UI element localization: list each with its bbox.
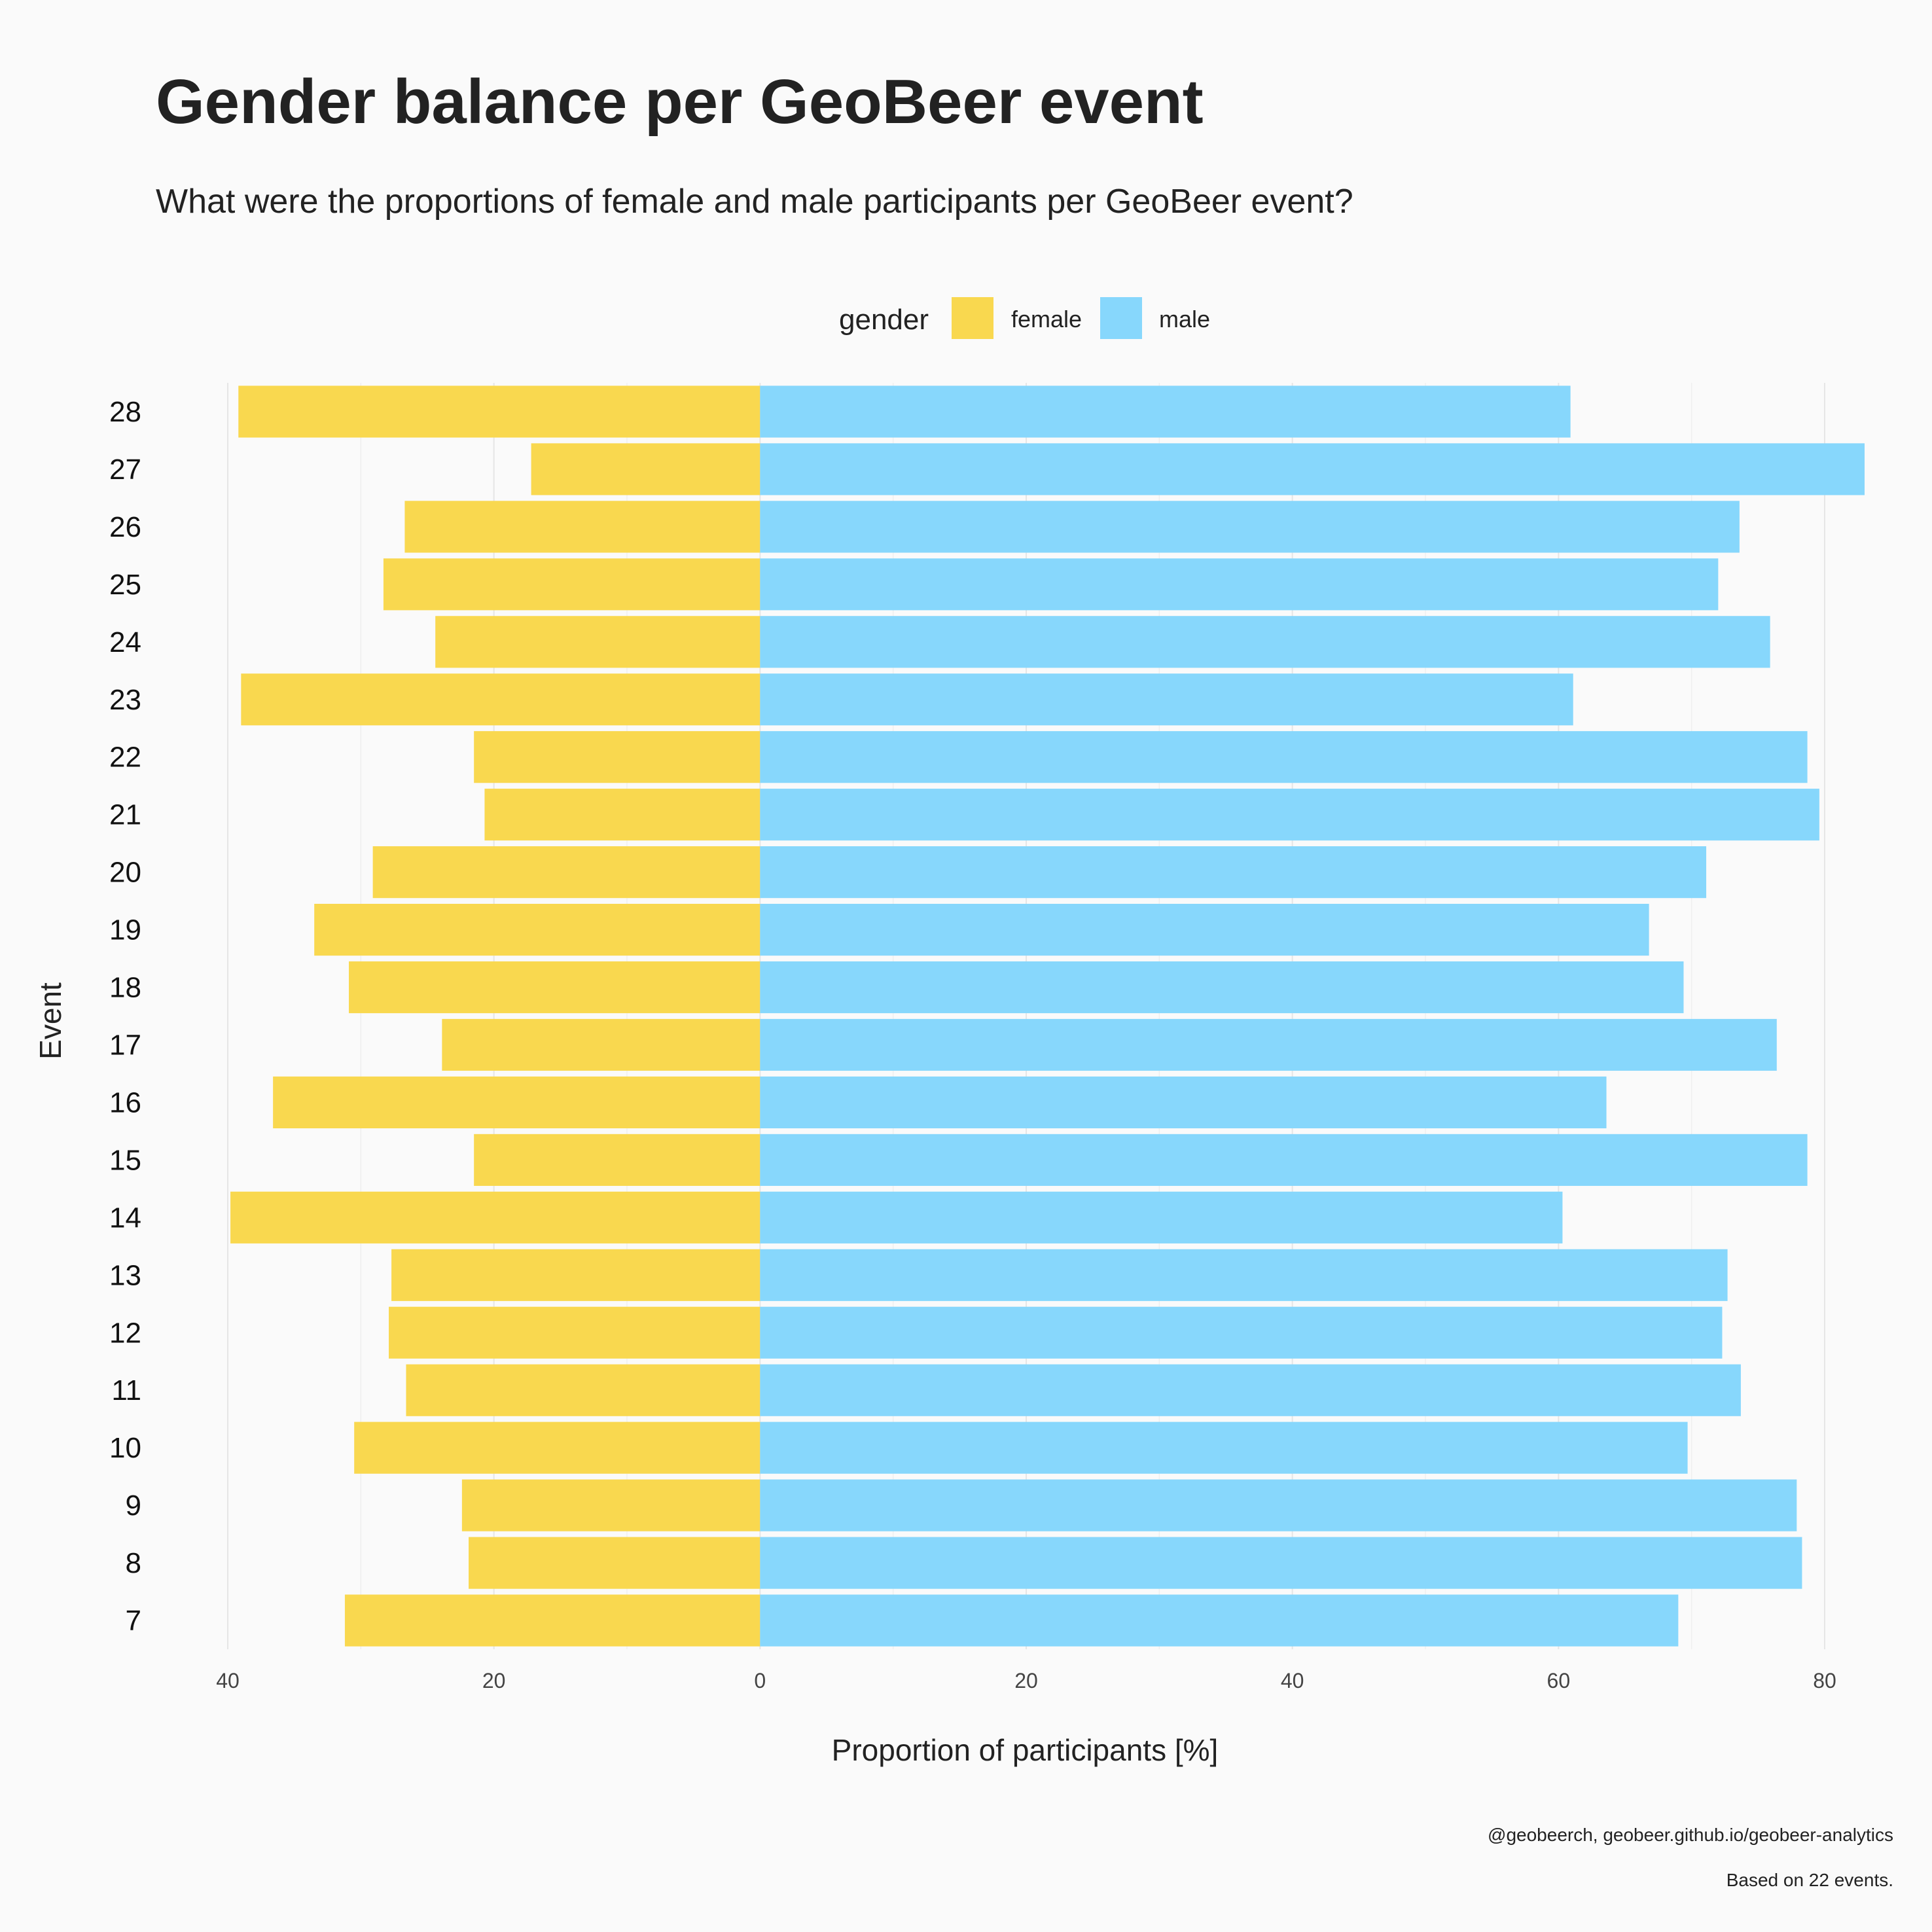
x-tick-label: 40	[216, 1669, 240, 1692]
x-tick-label: 0	[754, 1669, 766, 1692]
bar-female-event-14	[230, 1191, 760, 1243]
bar-male-event-27	[760, 443, 1865, 495]
bar-male-event-25	[760, 558, 1719, 611]
legend: gender female male	[839, 297, 1210, 339]
y-tick-label: 20	[109, 857, 141, 889]
bar-male-event-9	[760, 1479, 1797, 1531]
y-tick-label: 24	[109, 626, 141, 658]
y-tick-label: 22	[109, 742, 141, 774]
bar-female-event-12	[389, 1306, 760, 1359]
y-tick-label: 17	[109, 1029, 141, 1061]
bar-male-event-17	[760, 1018, 1777, 1071]
y-tick-label: 18	[109, 972, 141, 1004]
y-tick-label: 28	[109, 396, 141, 428]
chart-title: Gender balance per GeoBeer event	[156, 67, 1204, 137]
bar-female-event-13	[391, 1249, 760, 1301]
y-tick-label: 27	[109, 454, 141, 486]
bar-female-event-19	[314, 903, 760, 956]
y-tick-label: 15	[109, 1144, 141, 1176]
y-tick-label: 26	[109, 511, 141, 543]
bar-female-event-21	[484, 789, 760, 841]
bar-female-event-11	[406, 1364, 760, 1416]
bar-male-event-11	[760, 1364, 1741, 1416]
caption-note: Based on 22 events.	[1726, 1870, 1893, 1890]
y-tick-label: 25	[109, 569, 141, 601]
bar-male-event-8	[760, 1537, 1802, 1589]
x-tick-label: 20	[1014, 1669, 1038, 1692]
bar-female-event-27	[531, 443, 760, 495]
bar-male-event-28	[760, 385, 1571, 438]
bar-female-event-22	[474, 731, 760, 783]
x-tick-label: 40	[1281, 1669, 1304, 1692]
legend-label-female: female	[1011, 306, 1082, 332]
bar-male-event-20	[760, 846, 1707, 899]
y-tick-label: 12	[109, 1317, 141, 1349]
y-tick-label: 23	[109, 684, 141, 716]
x-tick-label: 60	[1547, 1669, 1571, 1692]
y-tick-label: 19	[109, 914, 141, 946]
y-tick-label: 9	[126, 1490, 141, 1522]
bar-female-event-24	[435, 616, 760, 668]
bar-male-event-24	[760, 616, 1770, 668]
x-axis-label: Proportion of participants [%]	[832, 1733, 1219, 1767]
bar-female-event-17	[442, 1018, 760, 1071]
bar-female-event-8	[469, 1537, 760, 1589]
bar-female-event-23	[241, 673, 760, 726]
bar-male-event-21	[760, 789, 1819, 841]
bar-male-event-23	[760, 673, 1573, 726]
x-tick-label: 80	[1813, 1669, 1836, 1692]
y-tick-label: 10	[109, 1432, 141, 1464]
bar-male-event-7	[760, 1594, 1679, 1647]
y-tick-label: 16	[109, 1086, 141, 1118]
bar-male-event-22	[760, 731, 1808, 783]
y-tick-label: 7	[126, 1605, 141, 1637]
bars	[230, 385, 1865, 1647]
bar-male-event-19	[760, 903, 1649, 956]
y-tick-label: 21	[109, 799, 141, 831]
y-tick-label: 14	[109, 1202, 141, 1234]
bar-male-event-16	[760, 1076, 1607, 1129]
y-tick-label: 13	[109, 1259, 141, 1291]
bar-female-event-7	[344, 1594, 760, 1647]
x-tick-label: 20	[482, 1669, 506, 1692]
bar-male-event-12	[760, 1306, 1723, 1359]
x-tick-labels: 40 20 0 20 40 60 80	[216, 1669, 1836, 1692]
bar-male-event-14	[760, 1191, 1563, 1243]
y-axis-label: Event	[33, 982, 67, 1060]
bar-female-event-18	[349, 961, 760, 1014]
bar-female-event-15	[474, 1134, 760, 1186]
bar-male-event-18	[760, 961, 1684, 1014]
bar-female-event-20	[372, 846, 760, 899]
legend-label-male: male	[1159, 306, 1210, 332]
bar-male-event-10	[760, 1422, 1688, 1474]
bar-female-event-16	[273, 1076, 760, 1129]
bar-male-event-15	[760, 1134, 1808, 1186]
legend-title: gender	[839, 304, 929, 336]
y-tick-label: 11	[111, 1374, 141, 1406]
bar-female-event-10	[354, 1422, 760, 1474]
y-tick-label: 8	[126, 1547, 141, 1579]
bar-male-event-26	[760, 501, 1740, 553]
bar-female-event-28	[238, 385, 760, 438]
y-tick-labels: 28 27 26 25 24 23 22 21 20 19 18 17 16 15 14 13 12 11 10 9 8…	[109, 396, 141, 1637]
bar-female-event-25	[383, 558, 760, 611]
caption-source: @geobeerch, geobeer.github.io/geobeer-an…	[1488, 1825, 1893, 1845]
bar-male-event-13	[760, 1249, 1728, 1301]
legend-swatch-female	[952, 297, 993, 339]
legend-swatch-male	[1100, 297, 1142, 339]
bar-female-event-26	[404, 501, 760, 553]
bar-female-event-9	[461, 1479, 760, 1531]
chart-subtitle: What were the proportions of female and …	[156, 183, 1353, 221]
